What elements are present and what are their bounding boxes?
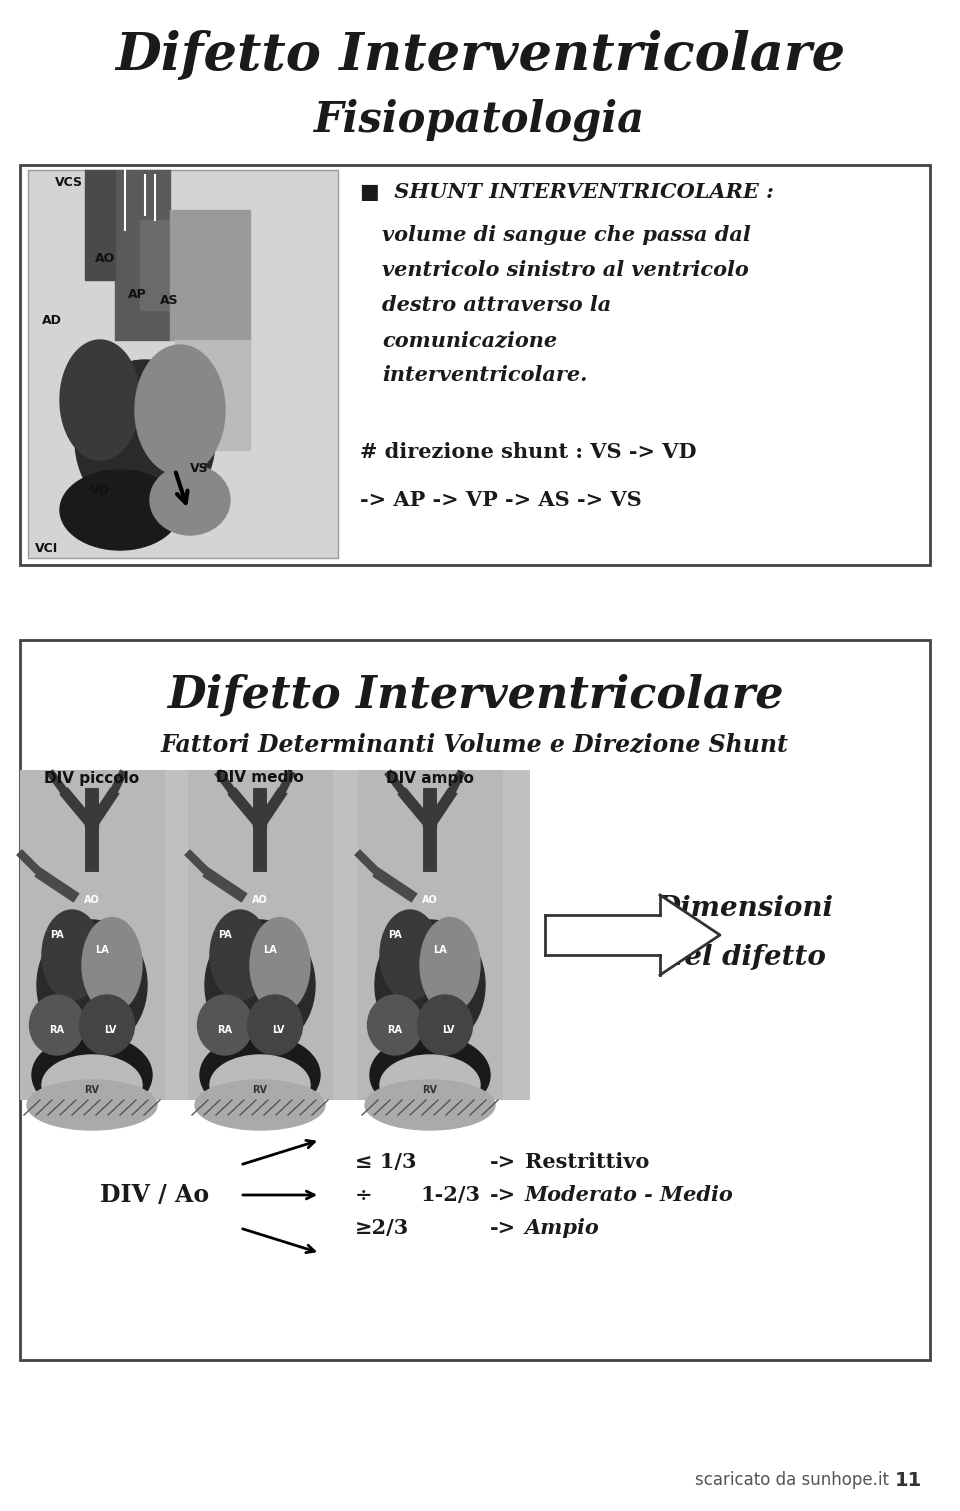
Text: PA: PA [218, 929, 232, 940]
Text: Fattori Determinanti Volume e Direzione Shunt: Fattori Determinanti Volume e Direzione … [161, 733, 789, 757]
Bar [20, 771, 165, 1100]
Ellipse shape [250, 917, 310, 1012]
Text: LA: LA [95, 944, 108, 955]
Ellipse shape [205, 920, 315, 1050]
Ellipse shape [42, 910, 102, 1000]
Text: Restrittivo: Restrittivo [525, 1151, 649, 1173]
Bar [175, 340, 250, 450]
Text: LV: LV [272, 1024, 284, 1035]
Text: # direzione shunt : VS -> VD: # direzione shunt : VS -> VD [360, 443, 697, 462]
Text: AD: AD [42, 313, 61, 326]
Text: Fisiopatologia: Fisiopatologia [315, 98, 645, 141]
Ellipse shape [375, 920, 485, 1050]
Text: ->: -> [490, 1218, 516, 1238]
Ellipse shape [210, 910, 270, 1000]
Ellipse shape [82, 917, 142, 1012]
Bar [20, 641, 930, 1360]
Text: AO: AO [84, 895, 100, 905]
Text: AO: AO [95, 251, 115, 264]
Bar [28, 171, 338, 558]
Text: 1-2/3: 1-2/3 [420, 1185, 480, 1204]
Text: AO: AO [252, 895, 268, 905]
Text: Difetto Interventricolare: Difetto Interventricolare [115, 30, 845, 80]
Text: AS: AS [160, 293, 179, 307]
Ellipse shape [248, 996, 302, 1055]
Text: volume di sangue che passa dal: volume di sangue che passa dal [382, 225, 751, 245]
Ellipse shape [370, 1035, 490, 1115]
Text: Dimensioni: Dimensioni [657, 895, 833, 922]
Ellipse shape [365, 1080, 495, 1130]
Text: PA: PA [50, 929, 64, 940]
Ellipse shape [32, 1035, 152, 1115]
Ellipse shape [198, 996, 252, 1055]
Text: LA: LA [433, 944, 446, 955]
Text: RV: RV [84, 1085, 100, 1095]
Text: ->: -> [490, 1185, 516, 1204]
Text: del difetto: del difetto [664, 944, 826, 972]
Bar [188, 771, 333, 1100]
Ellipse shape [27, 1080, 157, 1130]
Text: 11: 11 [895, 1470, 922, 1490]
Text: RA: RA [50, 1024, 64, 1035]
Ellipse shape [195, 1080, 325, 1130]
Ellipse shape [380, 1055, 480, 1115]
Text: ÷: ÷ [355, 1185, 372, 1204]
Text: comunicazione: comunicazione [382, 329, 557, 351]
Ellipse shape [60, 340, 140, 459]
Text: ->: -> [490, 1151, 516, 1173]
Ellipse shape [150, 465, 230, 535]
Text: RA: RA [218, 1024, 232, 1035]
Text: AP: AP [128, 289, 147, 302]
Ellipse shape [418, 996, 472, 1055]
Text: DIV ampio: DIV ampio [386, 771, 474, 786]
Bar [170, 210, 250, 340]
Bar [20, 165, 930, 565]
Ellipse shape [368, 996, 422, 1055]
Text: LV: LV [104, 1024, 116, 1035]
Text: LV: LV [442, 1024, 454, 1035]
Ellipse shape [135, 345, 225, 474]
Text: interventricolare.: interventricolare. [382, 366, 588, 385]
Text: DIV medio: DIV medio [216, 771, 304, 786]
Ellipse shape [60, 470, 180, 550]
Text: ■  SHUNT INTERVENTRICOLARE :: ■ SHUNT INTERVENTRICOLARE : [360, 181, 774, 202]
Ellipse shape [80, 996, 134, 1055]
Text: RA: RA [388, 1024, 402, 1035]
Ellipse shape [200, 1035, 320, 1115]
Text: -> AP -> VP -> AS -> VS: -> AP -> VP -> AS -> VS [360, 490, 641, 511]
Text: RV: RV [422, 1085, 438, 1095]
Text: ≤ 1/3: ≤ 1/3 [355, 1151, 417, 1173]
Text: scaricato da sunhope.it: scaricato da sunhope.it [695, 1472, 889, 1488]
Text: AO: AO [422, 895, 438, 905]
Ellipse shape [30, 996, 84, 1055]
Ellipse shape [75, 360, 215, 520]
Text: VCI: VCI [35, 541, 59, 555]
Text: destro attraverso la: destro attraverso la [382, 295, 612, 314]
Text: VD: VD [90, 484, 109, 497]
Text: Ampio: Ampio [525, 1218, 600, 1238]
Text: RV: RV [252, 1085, 268, 1095]
Bar [140, 221, 175, 310]
Text: PA: PA [388, 929, 402, 940]
Bar [545, 916, 660, 955]
Ellipse shape [42, 1055, 142, 1115]
Text: DIV piccolo: DIV piccolo [44, 771, 139, 786]
Text: ≥2/3: ≥2/3 [355, 1218, 409, 1238]
Text: ventricolo sinistro al ventricolo: ventricolo sinistro al ventricolo [382, 260, 749, 280]
Text: VCS: VCS [55, 175, 83, 189]
Text: DIV / Ao: DIV / Ao [101, 1183, 209, 1207]
Polygon shape [660, 895, 720, 975]
Bar [85, 171, 115, 280]
Ellipse shape [210, 1055, 310, 1115]
Text: LA: LA [263, 944, 276, 955]
Ellipse shape [37, 920, 147, 1050]
Text: VS: VS [190, 461, 208, 474]
Text: Difetto Interventricolare: Difetto Interventricolare [167, 674, 783, 716]
Ellipse shape [380, 910, 440, 1000]
Ellipse shape [420, 917, 480, 1012]
Text: Moderato - Medio: Moderato - Medio [525, 1185, 733, 1204]
Bar [358, 771, 503, 1100]
Bar [28, 771, 530, 1100]
Bar [115, 171, 170, 340]
